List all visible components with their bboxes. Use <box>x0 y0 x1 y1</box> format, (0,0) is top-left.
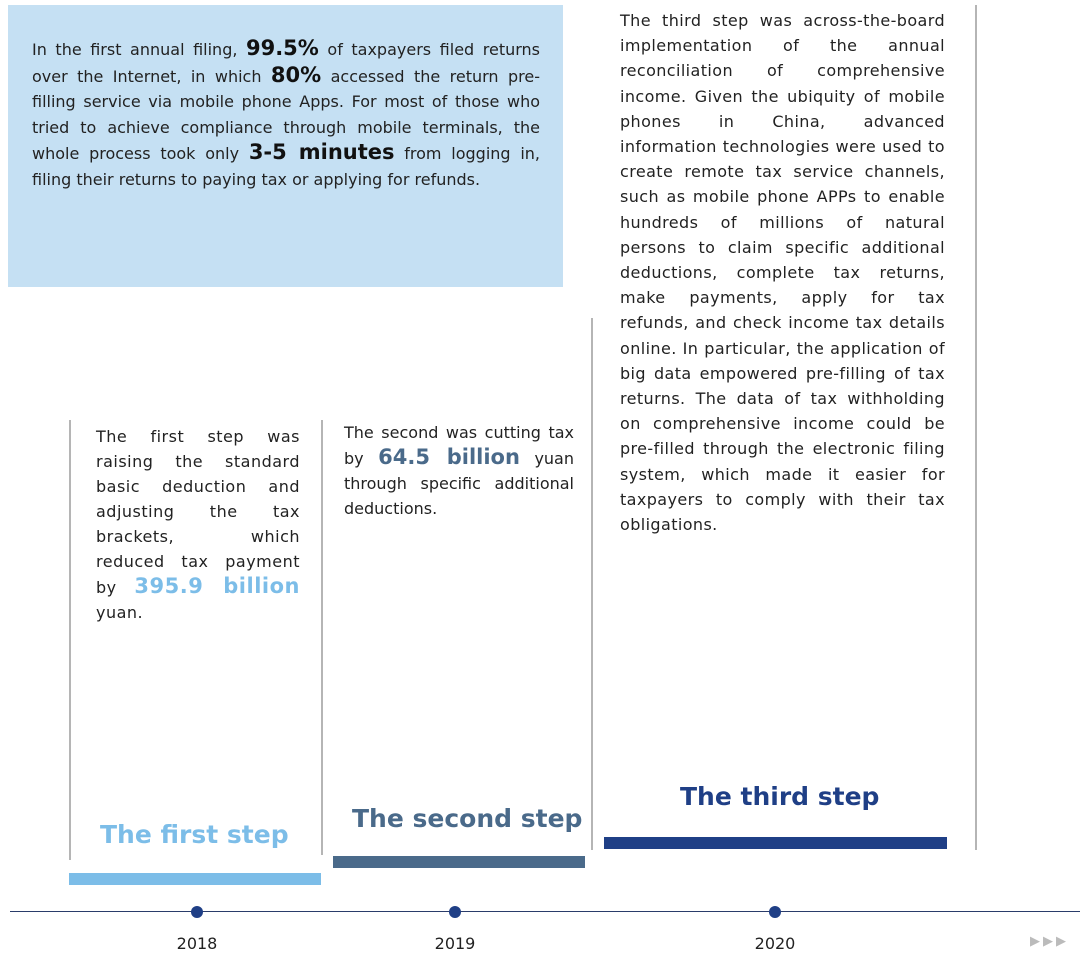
year-label: 2020 <box>754 934 796 953</box>
divider <box>321 420 323 855</box>
text: yuan through specific additional deducti… <box>344 449 574 518</box>
timeline-dot <box>449 906 461 918</box>
highlight: 99.5% <box>245 36 319 60</box>
divider <box>591 318 593 850</box>
text: yuan. <box>96 603 144 622</box>
step-bar <box>604 837 947 849</box>
year-label: 2019 <box>434 934 476 953</box>
divider <box>975 5 977 850</box>
text: accessed the return pre-filling service … <box>32 66 541 164</box>
year-label: 2018 <box>176 934 218 953</box>
highlight: 3-5 minutes <box>248 140 395 164</box>
step-title: The third step <box>680 782 880 811</box>
step-text: The second was cutting tax by 64.5 billi… <box>344 420 574 521</box>
timeline-dot <box>769 906 781 918</box>
intro-box <box>8 5 563 287</box>
next-arrows: ▶▶▶ <box>1030 934 1069 949</box>
step-title: The second step <box>352 804 583 833</box>
highlight: 64.5 billion <box>378 445 520 469</box>
text: of taxpayers filed returns over the Inte… <box>32 40 540 86</box>
timeline-dot <box>191 906 203 918</box>
text: The second was cutting tax by <box>344 423 574 468</box>
text: The third step was across-the-board impl… <box>620 11 945 535</box>
intro-text: In the first annual filing, 99.5% of tax… <box>32 36 540 192</box>
step-text: The first step was raising the standard … <box>96 424 300 625</box>
text: In the first annual filing, <box>32 40 246 59</box>
timeline <box>10 911 1080 912</box>
step-bar <box>333 856 585 868</box>
divider <box>69 420 71 860</box>
highlight: 395.9 billion <box>134 574 300 598</box>
step-bar <box>69 873 321 885</box>
highlight: 80% <box>270 62 322 87</box>
step-title: The first step <box>100 820 289 849</box>
text: The first step was raising the standard … <box>96 427 300 597</box>
step-text: The third step was across-the-board impl… <box>620 8 945 537</box>
text: from logging in, filing their returns to… <box>32 144 541 189</box>
